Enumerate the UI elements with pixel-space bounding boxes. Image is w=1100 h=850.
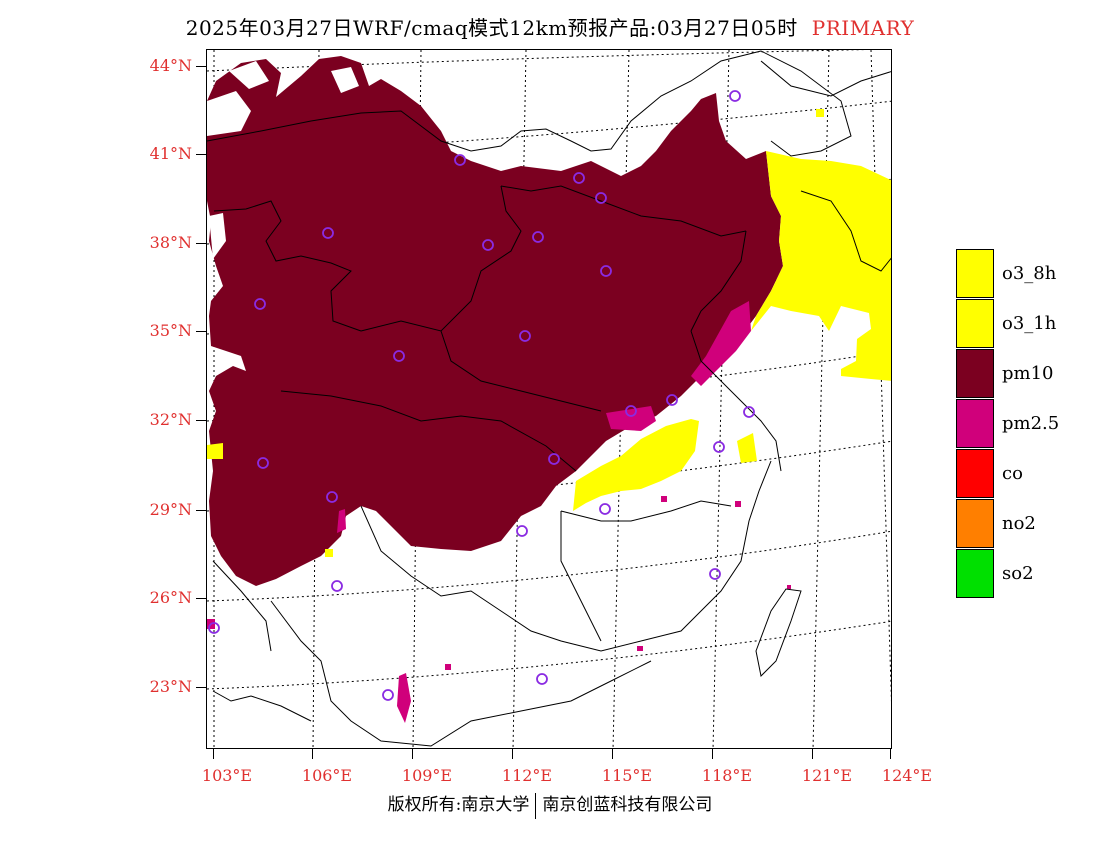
legend-item-pm25: pm2.5 — [956, 399, 1096, 449]
copyright-right: 南京创蓝科技有限公司 — [542, 795, 713, 815]
legend-swatch — [956, 549, 994, 598]
legend-label: co — [1002, 463, 1023, 484]
pm25-patches — [207, 301, 791, 723]
pollutant-map — [207, 50, 891, 748]
legend-item-pm10: pm10 — [956, 349, 1096, 399]
legend-item-co: co — [956, 449, 1096, 499]
lat-label-38: 38°N — [149, 233, 192, 252]
lat-label-29: 29°N — [149, 500, 192, 519]
lon-label-103: 103°E — [201, 766, 253, 785]
lat-label-44: 44°N — [149, 56, 192, 75]
lon-label-124: 124°E — [881, 766, 933, 785]
title-main: 2025年03月27日WRF/cmaq模式12km预报产品:03月27日05时 — [185, 16, 798, 40]
lat-label-26: 26°N — [149, 588, 192, 607]
lat-label-23: 23°N — [149, 677, 192, 696]
legend-label: no2 — [1002, 513, 1036, 534]
borders — [207, 50, 891, 747]
legend-label: o3_8h — [1002, 263, 1057, 284]
lon-label-112: 112°E — [501, 766, 553, 785]
pm10-region — [207, 56, 783, 586]
lon-label-118: 118°E — [701, 766, 753, 785]
lon-label-109: 109°E — [401, 766, 453, 785]
map-title: 2025年03月27日WRF/cmaq模式12km预报产品:03月27日05时 P… — [0, 12, 1100, 41]
legend-swatch — [956, 299, 994, 348]
legend-item-no2: no2 — [956, 499, 1096, 549]
o3-areas — [207, 109, 891, 557]
lon-label-115: 115°E — [601, 766, 653, 785]
legend-item-o3-1h: o3_1h — [956, 299, 1096, 349]
lon-label-106: 106°E — [301, 766, 353, 785]
title-tag: PRIMARY — [811, 16, 915, 40]
legend-swatch — [956, 399, 994, 448]
footer-divider — [535, 792, 537, 819]
legend-item-so2: so2 — [956, 549, 1096, 599]
legend-label: o3_1h — [1002, 313, 1057, 334]
legend-swatch — [956, 499, 994, 548]
lat-label-32: 32°N — [149, 410, 192, 429]
copyright-left: 版权所有:南京大学 — [387, 795, 530, 815]
station-markers — [208, 90, 755, 701]
lat-label-41: 41°N — [149, 144, 192, 163]
legend-label: pm2.5 — [1002, 413, 1060, 434]
legend-item-o3-8h: o3_8h — [956, 249, 1096, 299]
map-panel — [206, 49, 892, 749]
lon-label-121: 121°E — [801, 766, 853, 785]
legend-swatch — [956, 349, 994, 398]
legend-label: so2 — [1002, 563, 1034, 584]
copyright-footer: 版权所有:南京大学 南京创蓝科技有限公司 — [0, 790, 1100, 819]
lat-label-35: 35°N — [149, 321, 192, 340]
legend-label: pm10 — [1002, 363, 1054, 384]
legend-swatch — [956, 449, 994, 498]
legend-swatch — [956, 249, 994, 298]
